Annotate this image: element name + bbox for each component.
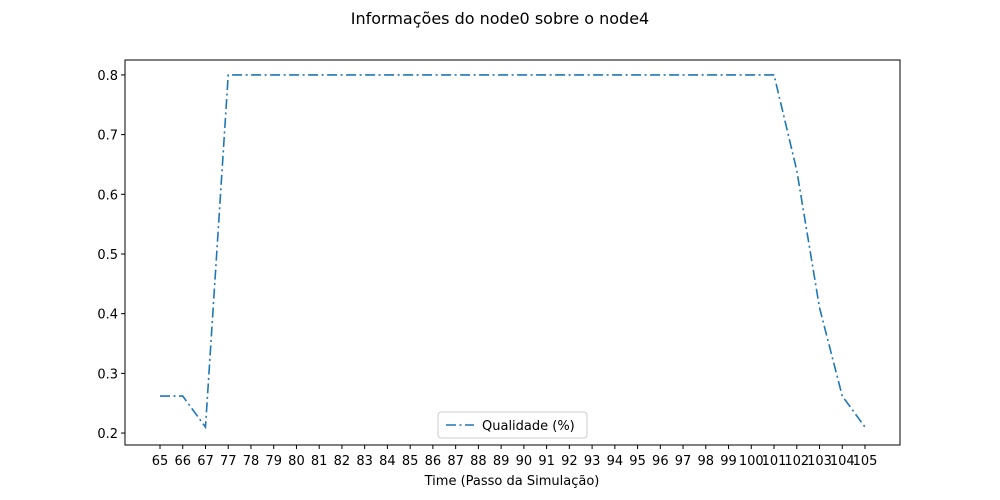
x-tick-label: 83 xyxy=(356,454,373,469)
x-tick-label: 88 xyxy=(470,454,487,469)
x-axis: 65 66 67 77 78 79 80 81 82 83 84 85 86 87 88 89 90 91 92 93… xyxy=(152,445,878,469)
x-tick-label: 90 xyxy=(516,454,533,469)
y-tick-label: 0.4 xyxy=(97,308,118,323)
x-tick-label: 97 xyxy=(675,454,692,469)
x-tick-label: 95 xyxy=(629,454,646,469)
x-tick-label: 101 xyxy=(762,454,787,469)
x-tick-label: 80 xyxy=(288,454,305,469)
legend: Qualidade (%) xyxy=(437,411,588,439)
x-tick-label: 105 xyxy=(853,454,878,469)
x-tick-label: 66 xyxy=(174,454,191,469)
x-tick-label: 91 xyxy=(538,454,555,469)
y-axis: 0.2 0.3 0.4 0.5 0.6 0.7 0.8 xyxy=(97,69,125,442)
x-tick-label: 78 xyxy=(243,454,260,469)
legend-box xyxy=(437,411,588,439)
y-tick-label: 0.5 xyxy=(97,248,118,263)
x-tick-label: 93 xyxy=(584,454,601,469)
x-axis-label: Time (Passo da Simulação) xyxy=(424,474,600,489)
x-tick-label: 99 xyxy=(720,454,737,469)
plot-area-frame xyxy=(124,59,901,446)
x-tick-label: 98 xyxy=(698,454,715,469)
y-tick-label: 0.7 xyxy=(97,129,118,144)
y-tick-label: 0.6 xyxy=(97,188,118,203)
y-tick-label: 0.3 xyxy=(97,367,118,382)
x-tick-label: 65 xyxy=(152,454,169,469)
x-tick-label: 86 xyxy=(425,454,442,469)
x-tick-label: 104 xyxy=(830,454,855,469)
x-tick-label: 102 xyxy=(784,454,809,469)
x-tick-label: 103 xyxy=(807,454,832,469)
chart-title: Informações do node0 sobre o node4 xyxy=(351,9,649,28)
x-tick-label: 87 xyxy=(447,454,464,469)
x-tick-label: 79 xyxy=(265,454,282,469)
x-tick-label: 94 xyxy=(607,454,624,469)
x-tick-label: 96 xyxy=(652,454,669,469)
x-tick-label: 77 xyxy=(220,454,237,469)
x-tick-label: 85 xyxy=(402,454,419,469)
series-layer xyxy=(160,74,866,430)
y-tick-label: 0.2 xyxy=(97,427,118,442)
x-tick-label: 82 xyxy=(334,454,351,469)
x-tick-label: 89 xyxy=(493,454,510,469)
x-tick-label: 100 xyxy=(739,454,764,469)
x-tick-label: 81 xyxy=(311,454,328,469)
y-tick-label: 0.8 xyxy=(97,69,118,84)
x-tick-label: 84 xyxy=(379,454,396,469)
legend-label: Qualidade (%) xyxy=(482,419,575,434)
x-tick-label: 92 xyxy=(561,454,578,469)
series-line-0 xyxy=(160,74,866,430)
x-tick-label: 67 xyxy=(197,454,214,469)
